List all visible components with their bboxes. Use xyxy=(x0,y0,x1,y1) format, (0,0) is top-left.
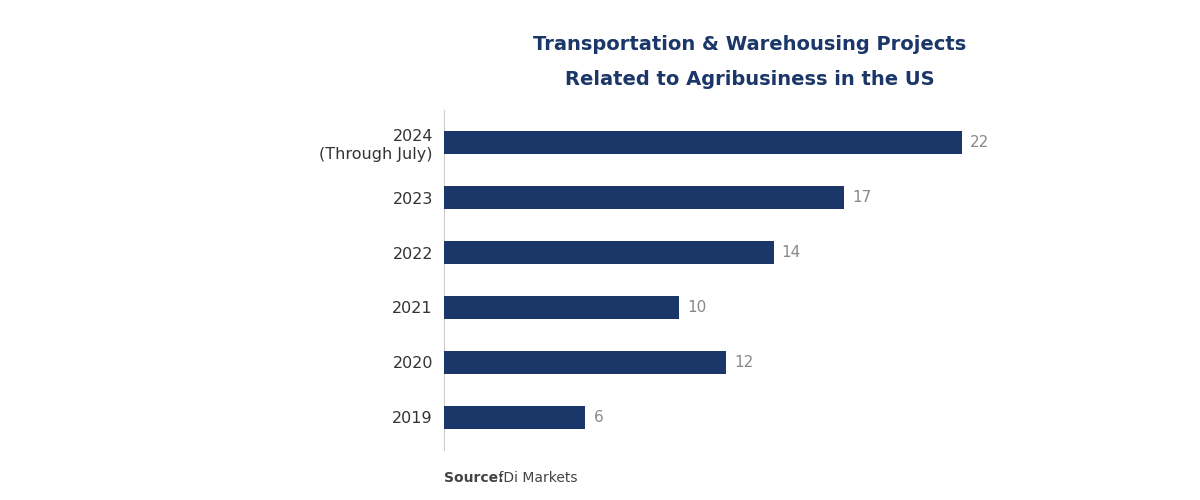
Text: Transportation & Warehousing Projects: Transportation & Warehousing Projects xyxy=(533,35,967,54)
Text: Source:: Source: xyxy=(444,471,504,485)
Bar xyxy=(444,296,679,319)
Bar xyxy=(444,132,962,154)
Bar xyxy=(444,241,774,264)
Text: 14: 14 xyxy=(781,245,802,260)
Text: 10: 10 xyxy=(688,300,707,315)
Text: 6: 6 xyxy=(594,410,604,424)
Text: Related to Agribusiness in the US: Related to Agribusiness in the US xyxy=(565,70,935,89)
Text: fDi Markets: fDi Markets xyxy=(494,471,578,485)
Text: 17: 17 xyxy=(852,190,871,205)
Bar xyxy=(444,186,844,210)
Bar xyxy=(444,350,726,374)
Text: 12: 12 xyxy=(734,355,754,370)
Text: 22: 22 xyxy=(970,136,989,150)
Bar xyxy=(444,406,586,428)
